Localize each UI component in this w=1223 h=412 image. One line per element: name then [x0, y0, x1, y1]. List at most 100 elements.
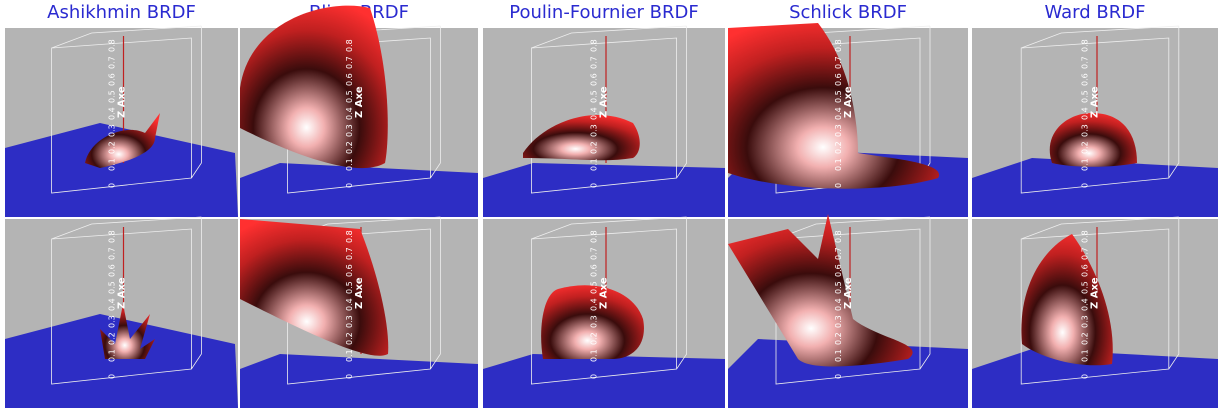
z-tick-label: 0.4 [345, 107, 354, 120]
column-title: Ashikhmin BRDF [47, 2, 196, 23]
z-axis-ticks: 00.10.20.30.40.50.60.70.8 [108, 230, 117, 379]
render-panel: 00.10.20.30.40.50.60.70.8Z Axe [5, 217, 238, 408]
z-axis-ticks: 00.10.20.30.40.50.60.70.8 [345, 230, 354, 379]
z-tick-label: 0.8 [834, 39, 843, 52]
z-tick-label: 0.2 [108, 141, 117, 154]
z-tick-label: 0.3 [590, 124, 599, 137]
z-tick-label: 0.4 [345, 298, 354, 311]
z-tick-label: 0.4 [590, 298, 599, 311]
z-axis-label: Z Axe [1090, 277, 1101, 309]
z-tick-label: 0.6 [1081, 73, 1090, 86]
z-tick-label: 0.4 [108, 298, 117, 311]
z-tick-label: 0.8 [834, 230, 843, 243]
z-tick-label: 0.8 [1081, 39, 1090, 52]
z-tick-label: 0.7 [345, 247, 354, 260]
z-axis-ticks: 00.10.20.30.40.50.60.70.8 [1081, 39, 1090, 188]
figure: Ashikhmin BRDF 0 0.1 0.2 0.3 0.4 0.5 0.6 0.7 0.8 Z… [0, 0, 1223, 412]
z-tick-label: 0.2 [834, 141, 843, 154]
z-tick-label: 0 [108, 374, 117, 379]
z-tick-label: 0.2 [108, 332, 117, 345]
z-axis-ticks: 00.10.20.30.40.50.60.70.8 [590, 39, 599, 188]
z-tick-label: 0.1 [590, 158, 599, 171]
z-axis-label: Z Axe [354, 277, 365, 309]
z-tick-label: 0.5 [108, 90, 117, 103]
z-tick-label: 0.3 [108, 124, 117, 137]
z-axis-label: Z Axe [354, 86, 365, 118]
z-tick-label: 0.6 [1081, 264, 1090, 277]
z-tick-label: 0.5 [590, 90, 599, 103]
z-tick-label: 0.3 [108, 315, 117, 328]
z-tick-label: 0 [834, 183, 843, 188]
z-axis-ticks: 0 0.1 0.2 0.3 0.4 0.5 0.6 0.7 0.8 [345, 39, 354, 188]
z-tick-label: 0.8 [108, 39, 117, 52]
z-tick-label: 0.8 [345, 230, 354, 243]
z-tick-label: 0.4 [1081, 107, 1090, 120]
z-tick-label: 0.8 [1081, 230, 1090, 243]
z-tick-label: 0.8 [590, 230, 599, 243]
floor-plane [483, 354, 725, 408]
z-tick-label: 0.6 [108, 264, 117, 277]
z-tick-label: 0.1 [108, 349, 117, 362]
z-tick-label: 0.1 [345, 158, 354, 171]
z-tick-label: 0.2 [1081, 332, 1090, 345]
z-tick-label: 0.6 [590, 73, 599, 86]
z-axis-label: Z Axe [843, 277, 854, 309]
z-tick-label: 0.7 [834, 247, 843, 260]
z-tick-label: 0.1 [108, 158, 117, 171]
z-tick-label: 0.8 [345, 39, 354, 52]
z-tick-label: 0.7 [108, 56, 117, 69]
render-panel: 00.10.20.30.40.50.60.70.8Z Axe [483, 26, 725, 217]
z-tick-label: 0.4 [1081, 298, 1090, 311]
z-tick-label: 0.5 [834, 90, 843, 103]
z-tick-label: 0.2 [834, 332, 843, 345]
z-tick-label: 0.6 [834, 73, 843, 86]
z-tick-label: 0 [834, 374, 843, 379]
z-tick-label: 0.6 [834, 264, 843, 277]
z-tick-label: 0.4 [590, 107, 599, 120]
z-axis-label: Z Axe [117, 86, 128, 118]
z-tick-label: 0.4 [108, 107, 117, 120]
z-tick-label: 0 [345, 374, 354, 379]
z-tick-label: 0.6 [108, 73, 117, 86]
z-tick-label: 0.3 [834, 315, 843, 328]
z-tick-label: 0.6 [590, 264, 599, 277]
z-tick-label: 0.3 [345, 124, 354, 137]
z-axis-ticks: 00.10.20.30.40.50.60.70.8 [590, 230, 599, 379]
floor-plane [972, 158, 1218, 217]
z-axis-ticks: 0 0.1 0.2 0.3 0.4 0.5 0.6 0.7 0.8 [834, 230, 843, 379]
z-tick-label: 0 [108, 183, 117, 188]
z-tick-label: 0.8 [108, 230, 117, 243]
z-axis-ticks: 00.10.20.30.40.50.60.70.8 [1081, 230, 1090, 379]
column-title: Ward BRDF [1045, 2, 1146, 23]
z-tick-label: 0.2 [590, 141, 599, 154]
z-tick-label: 0.1 [1081, 349, 1090, 362]
z-tick-label: 0.1 [834, 349, 843, 362]
z-tick-label: 0.7 [345, 56, 354, 69]
z-tick-label: 0.5 [108, 281, 117, 294]
z-tick-label: 0.5 [345, 281, 354, 294]
z-tick-label: 0 [345, 183, 354, 188]
z-tick-label: 0.3 [590, 315, 599, 328]
render-panel: 00.10.20.30.40.50.60.70.8Z Axe [483, 217, 725, 408]
z-tick-label: 0.4 [834, 298, 843, 311]
z-tick-label: 0.1 [1081, 158, 1090, 171]
z-tick-label: 0.5 [345, 90, 354, 103]
z-tick-label: 0.2 [1081, 141, 1090, 154]
z-tick-label: 0.3 [1081, 315, 1090, 328]
z-tick-label: 0.5 [590, 281, 599, 294]
z-tick-label: 0 [590, 374, 599, 379]
z-tick-label: 0.7 [590, 56, 599, 69]
render-panel: 00.10.20.30.40.50.60.70.8Z Axe [972, 26, 1218, 217]
z-axis-ticks: 0 0.1 0.2 0.3 0.4 0.5 0.6 0.7 0.8 [108, 39, 117, 188]
column-title: Poulin-Fournier BRDF [509, 2, 698, 23]
z-tick-label: 0.7 [590, 247, 599, 260]
z-tick-label: 0.5 [1081, 281, 1090, 294]
render-panel: 0 0.1 0.2 0.3 0.4 0.5 0.6 0.7 0.8 Z Axe [728, 214, 968, 408]
z-tick-label: 0.2 [345, 141, 354, 154]
z-tick-label: 0.5 [834, 281, 843, 294]
z-axis-ticks: 00.10.20.30.40.50.60.70.8 [834, 39, 843, 188]
z-tick-label: 0.3 [834, 124, 843, 137]
z-tick-label: 0.6 [345, 73, 354, 86]
z-axis-label: Z Axe [1090, 86, 1101, 118]
render-panel: 00.10.20.30.40.50.60.70.8Z Axe [972, 217, 1218, 408]
